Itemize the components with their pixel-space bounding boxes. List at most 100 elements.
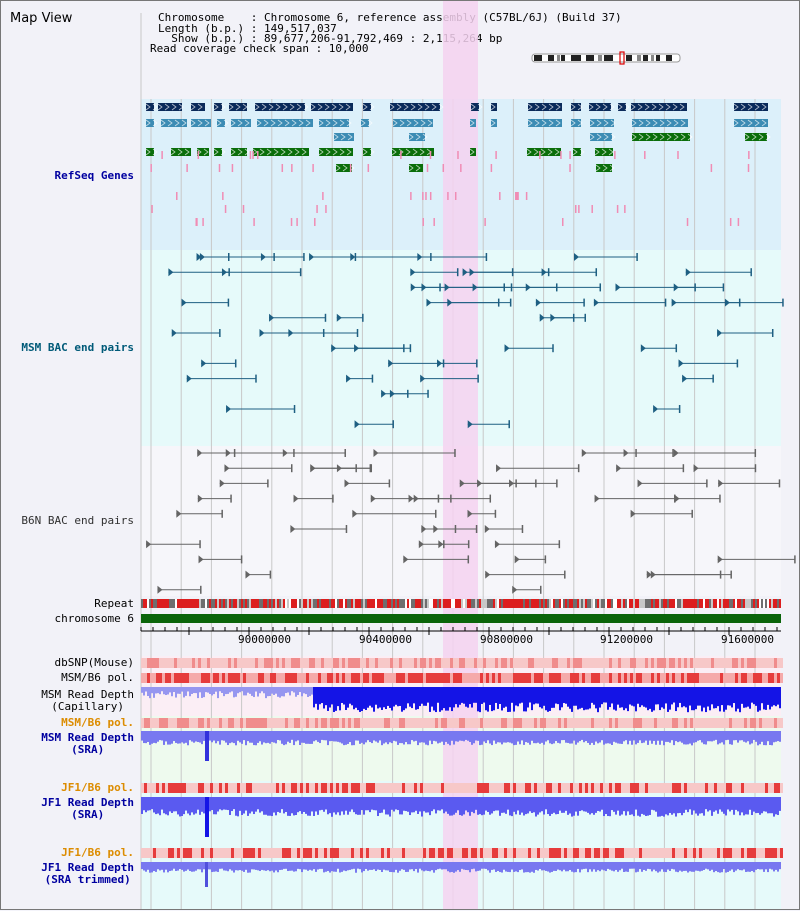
- read-depth-bar: [425, 687, 427, 706]
- track-label-refseq[interactable]: RefSeq Genes: [54, 169, 134, 182]
- read-depth-bar: [175, 687, 177, 698]
- track-label-msm-b6-pol-1[interactable]: MSM/B6 pol.: [61, 671, 134, 684]
- read-depth-bar: [775, 731, 777, 742]
- read-depth-bar: [463, 862, 465, 870]
- heat-cell: [615, 673, 618, 683]
- read-depth-bar: [391, 731, 393, 744]
- read-depth-bar: [385, 862, 387, 871]
- track-label-jf1-depth-trimmed[interactable]: JF1 Read Depth (SRA trimmed): [41, 861, 134, 886]
- heat-cell: [690, 783, 693, 793]
- read-depth-bar: [659, 687, 661, 711]
- heat-cell: [336, 718, 339, 728]
- read-depth-bar: [217, 862, 219, 872]
- heat-cell: [423, 718, 426, 728]
- heat-cell: [600, 783, 603, 793]
- bac-end-marker: [269, 570, 272, 579]
- heat-cell: [213, 783, 216, 793]
- heat-cell: [507, 783, 510, 793]
- read-depth-bar: [679, 797, 681, 813]
- read-depth-bar: [761, 862, 763, 870]
- track-label-msm-bac[interactable]: MSM BAC end pairs: [21, 341, 134, 354]
- read-depth-bar: [467, 862, 469, 871]
- track-label-jf1-depth-sra[interactable]: JF1 Read Depth (SRA): [41, 796, 134, 821]
- read-depth-bar: [287, 862, 289, 872]
- axis-tick-label: 90400000: [359, 633, 412, 646]
- heat-cell: [459, 658, 462, 668]
- repeat-segment: [441, 599, 443, 608]
- read-depth-bar: [161, 797, 163, 810]
- heat-cell: [669, 848, 672, 858]
- read-depth-bar: [613, 731, 615, 742]
- heat-cell: [561, 718, 564, 728]
- read-depth-bar: [713, 731, 715, 741]
- track-label-msm-depth-capillary[interactable]: MSM Read Depth (Capillary): [41, 688, 134, 713]
- heat-cell: [228, 848, 231, 858]
- bac-end-marker: [199, 253, 205, 261]
- heat-cell: [630, 718, 633, 728]
- read-depth-bar: [369, 797, 371, 813]
- heat-cell: [306, 783, 309, 793]
- read-depth-bar: [461, 797, 463, 816]
- read-depth-bar: [335, 687, 337, 711]
- read-depth-bar: [455, 731, 457, 742]
- read-depth-bar: [187, 797, 189, 814]
- heat-cell: [639, 718, 642, 728]
- gene-strand-arrow: [303, 103, 309, 111]
- track-label-repeat[interactable]: Repeat: [94, 597, 134, 610]
- heat-cell: [165, 718, 168, 728]
- gene-strand-arrow: [610, 119, 616, 127]
- heat-cell: [621, 673, 624, 683]
- read-depth-bar: [699, 862, 701, 872]
- track-label-jf1-b6-pol-2[interactable]: JF1/B6 pol.: [61, 846, 134, 859]
- gene-strand-arrow: [431, 103, 437, 111]
- read-depth-bar: [667, 687, 669, 712]
- track-label-b6n-bac[interactable]: B6N BAC end pairs: [21, 514, 134, 527]
- repeat-segment: [689, 599, 691, 608]
- read-depth-bar: [259, 797, 261, 813]
- heat-cell: [261, 848, 264, 858]
- repeat-segment: [523, 599, 525, 608]
- repeat-segment: [367, 599, 369, 608]
- read-depth-bar: [213, 797, 215, 815]
- read-depth-bar: [429, 797, 431, 816]
- read-depth-bar: [465, 687, 467, 707]
- read-depth-bar: [315, 862, 317, 872]
- read-depth-bar: [749, 731, 751, 745]
- gene-strand-arrow: [259, 148, 265, 156]
- heat-cell: [387, 718, 390, 728]
- repeat-segment: [569, 599, 571, 608]
- gene-strand-arrow: [490, 103, 496, 111]
- track-label-dbsnp[interactable]: dbSNP(Mouse): [54, 656, 134, 669]
- repeat-segment: [431, 599, 433, 608]
- read-depth-bar: [201, 797, 203, 812]
- track-label-msm-depth-sra[interactable]: MSM Read Depth (SRA): [41, 731, 134, 756]
- heat-cell: [636, 658, 639, 668]
- read-depth-bar: [523, 862, 525, 873]
- read-depth-bar: [651, 687, 653, 712]
- repeat-segment: [737, 599, 739, 608]
- track-label-msm-b6-pol-2[interactable]: MSM/B6 pol.: [61, 716, 134, 729]
- heat-cell: [540, 718, 543, 728]
- read-depth-bar: [367, 797, 369, 811]
- read-depth-bar: [657, 797, 659, 817]
- bac-end-marker: [525, 283, 531, 292]
- repeat-segment: [341, 599, 343, 608]
- read-depth-bar: [533, 797, 535, 813]
- read-depth-bar: [731, 797, 733, 810]
- heat-cell: [291, 658, 294, 668]
- read-depth-bar: [741, 797, 743, 813]
- repeat-segment: [723, 599, 725, 608]
- read-depth-bar: [461, 687, 463, 703]
- heat-cell: [177, 658, 180, 668]
- track-label-chromosome[interactable]: chromosome 6: [54, 612, 134, 625]
- heat-cell: [312, 848, 315, 858]
- track-label-jf1-b6-pol-1[interactable]: JF1/B6 pol.: [61, 781, 134, 794]
- read-depth-bar: [375, 731, 377, 742]
- read-depth-bar: [143, 731, 145, 744]
- heat-cell: [471, 658, 474, 668]
- repeat-segment: [275, 599, 277, 608]
- heat-cell: [351, 673, 354, 683]
- read-depth-bar: [529, 862, 531, 873]
